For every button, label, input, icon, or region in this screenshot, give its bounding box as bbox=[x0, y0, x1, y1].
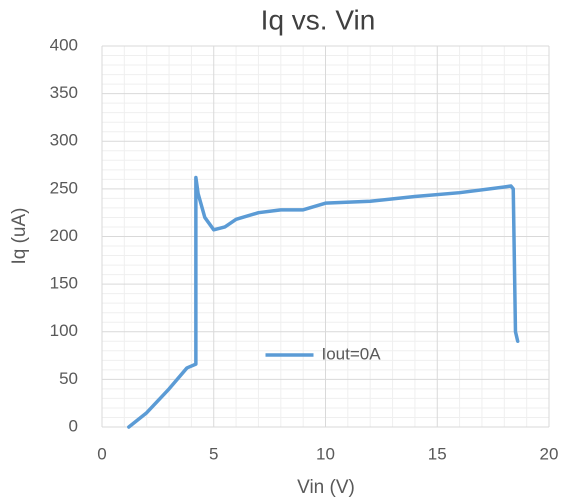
x-tick-label: 15 bbox=[428, 444, 447, 463]
y-tick-label: 150 bbox=[50, 274, 78, 293]
x-tick-label: 20 bbox=[540, 444, 559, 463]
y-tick-label: 100 bbox=[50, 321, 78, 340]
y-tick-label: 400 bbox=[50, 35, 78, 54]
legend-label: Iout=0A bbox=[322, 344, 382, 363]
chart-title: Iq vs. Vin bbox=[261, 4, 376, 35]
x-tick-label: 10 bbox=[316, 444, 335, 463]
x-tick-label: 5 bbox=[209, 444, 218, 463]
y-tick-label: 350 bbox=[50, 83, 78, 102]
y-tick-label: 200 bbox=[50, 226, 78, 245]
data-line bbox=[127, 175, 520, 429]
y-tick-label: 250 bbox=[50, 178, 78, 197]
y-tick-label: 300 bbox=[50, 131, 78, 150]
y-axis-label: Iq (uA) bbox=[9, 207, 30, 264]
y-tick-label: 0 bbox=[69, 416, 78, 435]
x-axis-label: Vin (V) bbox=[297, 477, 355, 498]
x-tick-label: 0 bbox=[97, 444, 106, 463]
y-tick-label: 50 bbox=[59, 369, 78, 388]
